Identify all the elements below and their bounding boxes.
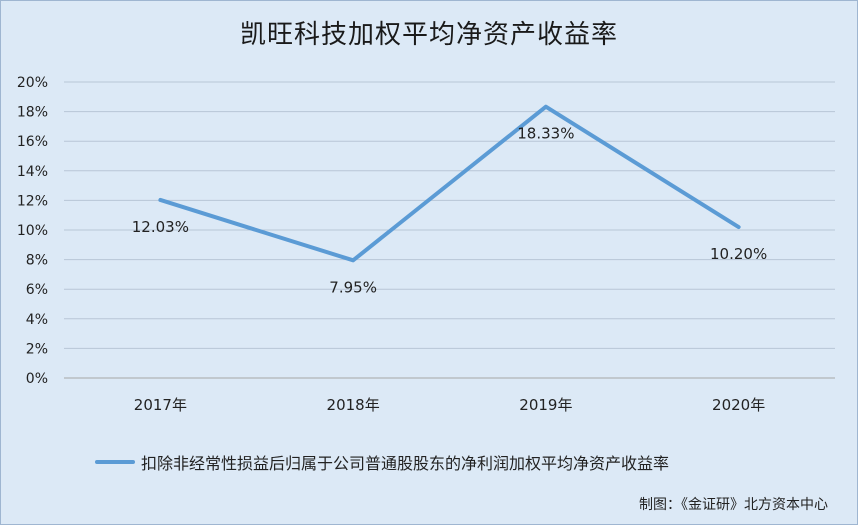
y-tick-label: 8%	[26, 253, 48, 269]
chart-title: 凯旺科技加权平均净资产收益率	[239, 20, 618, 50]
series-line	[158, 104, 741, 263]
x-axis-ticks: 2017年 2018年 2019年 2020年	[134, 396, 765, 414]
series-lines	[158, 104, 741, 263]
data-label: 7.95%	[329, 278, 377, 296]
y-tick-label: 0%	[26, 371, 48, 387]
x-tick-label: 2017年	[134, 396, 187, 414]
data-label: 10.20%	[710, 245, 767, 263]
legend-swatch	[95, 460, 135, 464]
credit-text: 制图：《金证研》北方资本中心	[639, 497, 828, 513]
x-tick-label: 2020年	[712, 396, 765, 414]
x-tick-label: 2019年	[519, 396, 572, 414]
data-labels: 12.03% 7.95% 18.33% 10.20%	[132, 125, 767, 297]
legend-label: 扣除非经常性损益后归属于公司普通股股东的净利润加权平均净资产收益率	[141, 454, 670, 473]
y-tick-label: 18%	[17, 105, 48, 121]
y-axis-ticks: 0% 2% 4% 6% 8% 10% 12% 14% 16% 18% 20%	[17, 75, 48, 387]
data-label: 12.03%	[132, 218, 189, 236]
x-tick-label: 2018年	[327, 396, 380, 414]
gridlines	[64, 81, 835, 379]
y-tick-label: 20%	[17, 75, 48, 91]
y-tick-label: 10%	[17, 223, 48, 239]
y-tick-label: 16%	[17, 134, 48, 150]
y-tick-label: 2%	[26, 341, 48, 357]
y-tick-label: 12%	[17, 193, 48, 209]
y-tick-label: 14%	[17, 164, 48, 180]
legend: 扣除非经常性损益后归属于公司普通股股东的净利润加权平均净资产收益率	[95, 450, 669, 474]
data-label: 18.33%	[517, 125, 574, 143]
y-tick-label: 4%	[26, 312, 48, 328]
y-tick-label: 6%	[26, 282, 48, 298]
